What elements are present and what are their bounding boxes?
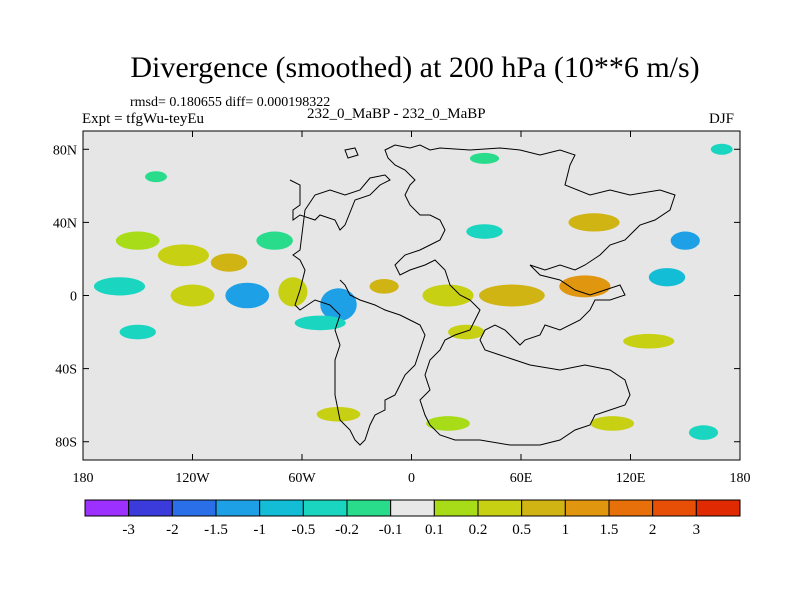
colorbar-label-0: -3 [122, 522, 135, 538]
colorbar-swatch-1 [128, 499, 173, 517]
axes: 180 120W 60W 0 60E 120E 180 80N 40N 0 40S 80S [53, 131, 751, 486]
field-feature-18 [448, 324, 485, 340]
colorbar-swatch-12 [608, 499, 654, 517]
colorbar-swatch-8 [433, 499, 479, 517]
field-feature-16 [466, 224, 503, 239]
field-feature-17 [294, 315, 346, 331]
x-tick-label-5: 120E [616, 471, 646, 486]
season-label: DJF [709, 111, 735, 127]
colorbar-label-4: -0.5 [291, 522, 315, 538]
field-feature-8 [320, 288, 357, 322]
field-feature-19 [623, 333, 675, 349]
x-tick-label-3: 0 [408, 471, 415, 486]
field-feature-24 [688, 425, 719, 440]
eurasia-africa-outline [384, 144, 676, 446]
x-tick-label-4: 60E [510, 471, 533, 486]
field-feature-15 [568, 213, 620, 232]
field-feature-20 [119, 324, 156, 340]
colorbar-swatch-13 [652, 499, 697, 517]
field-feature-12 [559, 275, 611, 298]
colorbar-label-3: -1 [253, 522, 266, 538]
y-tick-label-0: 80N [53, 143, 77, 158]
field-feature-25 [145, 171, 167, 183]
colorbar-label-2: -1.5 [204, 522, 228, 538]
field-feature-14 [670, 231, 700, 250]
colorbar-label-12: 2 [649, 522, 657, 538]
colorbar-swatch-5 [302, 499, 348, 517]
colorbar-label-8: 0.2 [469, 522, 488, 538]
field-feature-7 [278, 277, 308, 307]
y-tick-label-3: 40S [55, 363, 77, 378]
america-outline [289, 174, 426, 446]
field-feature-23 [590, 416, 635, 431]
colorbar-swatch-14 [695, 499, 741, 517]
stats-text: rmsd= 0.180655 diff= 0.000198322 [130, 95, 331, 110]
colorbar-swatch-7 [390, 499, 435, 517]
colorbar-swatch-4 [259, 499, 304, 517]
colorbar-label-5: -0.2 [335, 522, 359, 538]
continent-outline [289, 144, 676, 446]
field-feature-26 [469, 152, 500, 164]
field-feature-1 [157, 244, 209, 267]
colorbar-label-6: -0.1 [379, 522, 403, 538]
colorbar: -3 -2 -1.5 -1 -0.5 -0.2 -0.1 0.1 0.2 0.5 1 1.5 2 3 [84, 499, 741, 538]
colorbar-label-11: 1.5 [600, 522, 619, 538]
colorbar-swatch-3 [215, 499, 261, 517]
field-feature-22 [426, 416, 470, 431]
y-tick-label-4: 80S [55, 436, 77, 451]
field-feature-2 [210, 253, 248, 272]
colorbar-label-10: 1 [562, 522, 570, 538]
colorbar-label-1: -2 [166, 522, 179, 538]
x-tick-label-0: 180 [73, 471, 94, 486]
field-feature-0 [115, 231, 160, 250]
colorbar-swatch-0 [84, 499, 130, 517]
colorbar-label-7: 0.1 [425, 522, 444, 538]
field-feature-13 [648, 268, 686, 287]
field-features [93, 143, 733, 440]
colorbar-swatch-11 [564, 499, 610, 517]
x-tick-label-1: 120W [175, 471, 210, 486]
x-tick-label-2: 60W [288, 471, 316, 486]
field-feature-5 [170, 284, 215, 307]
runs-label: 232_0_MaBP - 232_0_MaBP [307, 106, 486, 122]
colorbar-swatch-2 [171, 499, 217, 517]
field-feature-10 [422, 284, 474, 307]
field-feature-11 [479, 284, 545, 307]
colorbar-swatch-6 [346, 499, 392, 517]
colorbar-label-9: 0.5 [512, 522, 531, 538]
field-feature-6 [225, 282, 270, 309]
field-feature-27 [710, 143, 733, 155]
chart-title: Divergence (smoothed) at 200 hPa (10**6 … [130, 51, 700, 84]
field-feature-3 [256, 231, 293, 250]
colorbar-swatch-10 [521, 499, 566, 517]
colorbar-label-13: 3 [693, 522, 701, 538]
field-feature-4 [93, 277, 146, 296]
x-tick-label-6: 180 [730, 471, 751, 486]
y-tick-label-2: 0 [70, 290, 77, 305]
y-tick-label-1: 40N [53, 216, 77, 231]
field-feature-9 [369, 279, 399, 294]
colorbar-swatch-9 [477, 499, 523, 517]
greenland-outline [344, 147, 359, 159]
experiment-label: Expt = tfgWu-teyEu [82, 111, 204, 127]
